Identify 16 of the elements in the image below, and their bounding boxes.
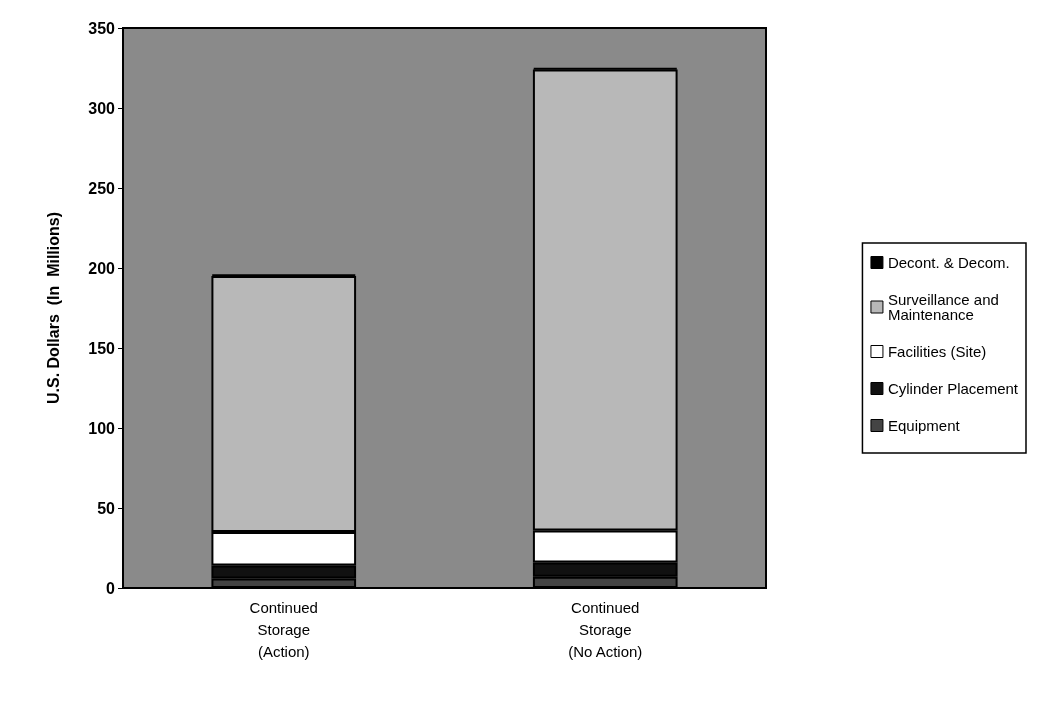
y-tick-label: 350 (88, 19, 116, 37)
legend-label: Decont. & Decom. (887, 254, 1010, 271)
legend-label: Facilities (Site) (887, 343, 987, 360)
y-tick-label: 100 (88, 419, 116, 437)
y-tick-label: 0 (106, 579, 116, 597)
legend-label: Equipment (887, 417, 961, 434)
y-tick-label: 200 (88, 259, 116, 277)
legend-label: Cylinder Placement (887, 380, 1019, 397)
x-tick-label: Continued Storage (No Action) (568, 598, 643, 660)
legend-label: Surveillance and Maintenance (887, 291, 999, 323)
y-tick-label: 300 (88, 99, 116, 117)
x-tick-label: Continued Storage (Action) (249, 598, 318, 660)
y-tick-label: 150 (88, 339, 116, 357)
y-tick-label: 50 (97, 499, 116, 517)
y-tick-label: 250 (88, 179, 116, 197)
y-axis-title: U.S. Dollars (In Millions) (44, 211, 62, 405)
